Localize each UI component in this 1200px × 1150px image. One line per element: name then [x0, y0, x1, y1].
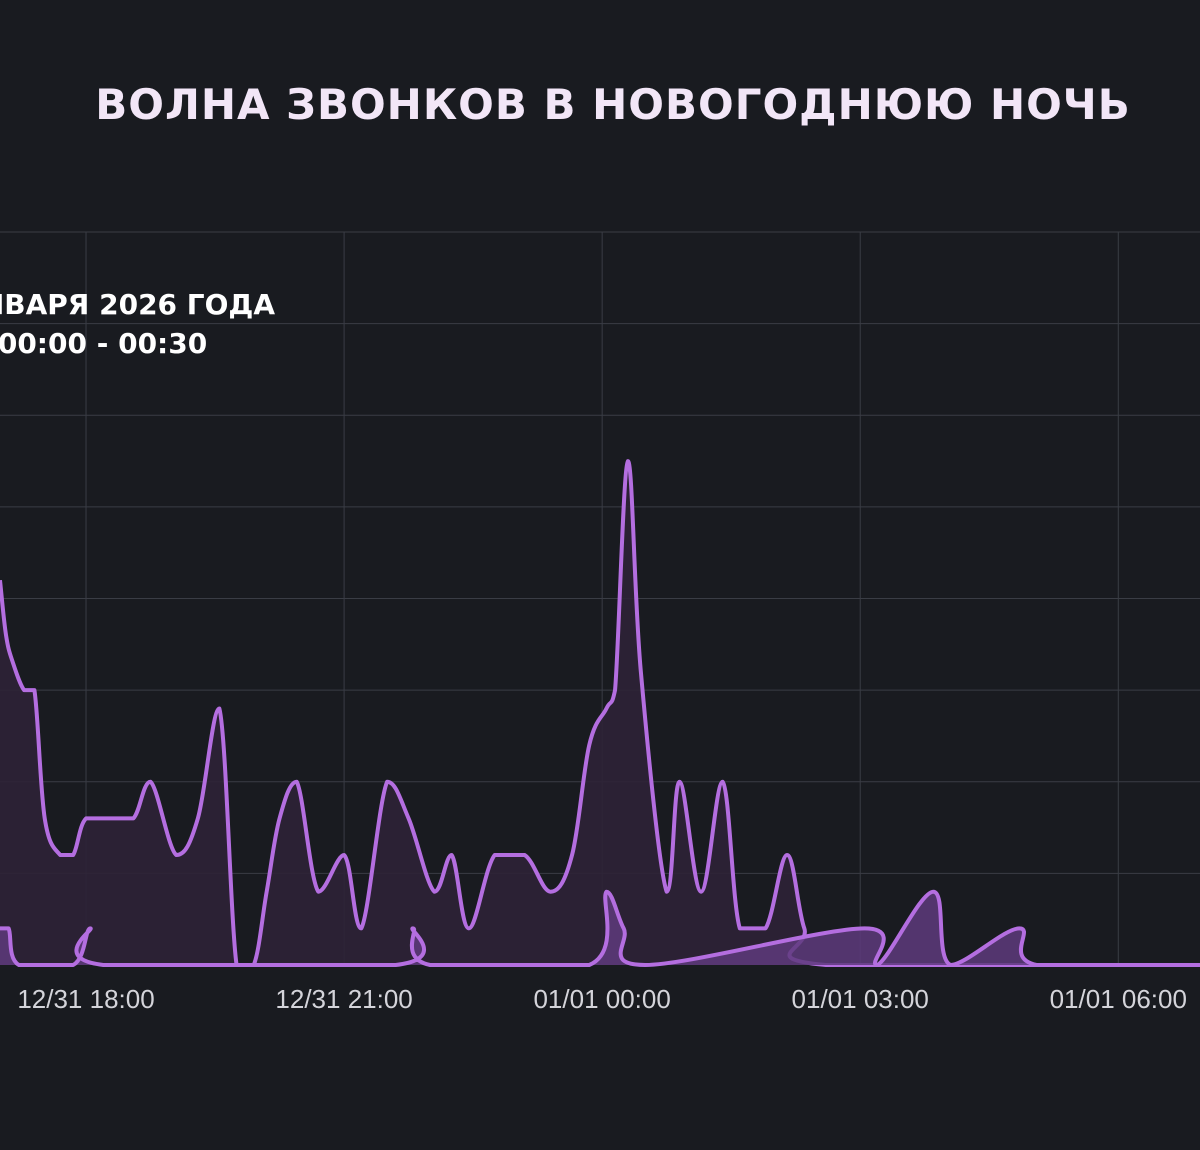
x-tick-label: 01/01 00:00 [533, 984, 670, 1014]
annotations: 1 ЯНВАРЯ 2026 ГОДА 00:00 - 00:30 [0, 288, 275, 360]
x-tick-label: 12/31 21:00 [275, 984, 412, 1014]
series-2-area [0, 891, 1200, 965]
series-1-area [0, 461, 1200, 965]
series-2-line [0, 889, 1200, 968]
series-areas [0, 459, 1200, 968]
annotation-line: 00:00 - 00:30 [0, 327, 207, 360]
x-tick-label: 12/31 18:00 [17, 984, 154, 1014]
annotation-line: 1 ЯНВАРЯ 2026 ГОДА [0, 288, 275, 321]
chart-title: ВОЛНА ЗВОНКОВ В НОВОГОДНЮЮ НОЧЬ [95, 80, 1131, 129]
series-1-line [0, 459, 1200, 968]
x-tick-label: 01/01 03:00 [792, 984, 929, 1014]
x-tick-label: 01/01 06:00 [1050, 984, 1187, 1014]
x-axis-ticks: 12/31 18:00 12/31 21:00 01/01 00:00 01/01 0… [17, 984, 1187, 1014]
